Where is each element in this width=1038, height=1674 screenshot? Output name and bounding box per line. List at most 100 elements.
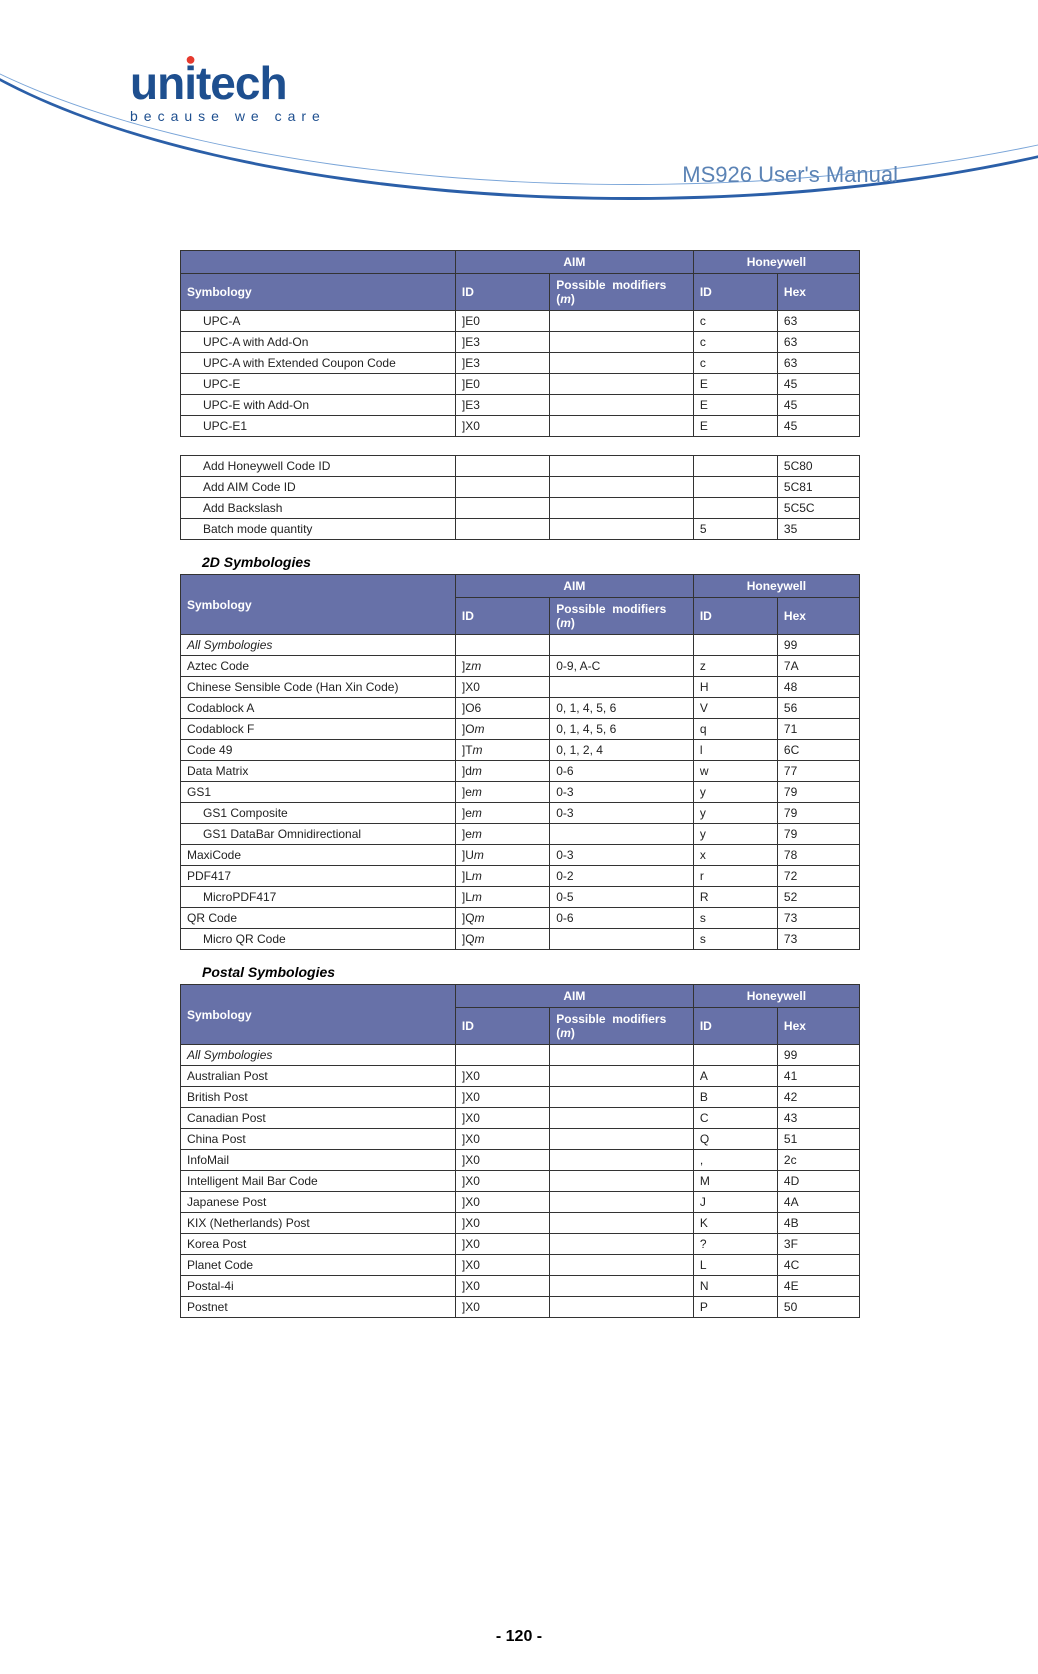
section-postal-title: Postal Symbologies: [202, 964, 860, 980]
cell-symbology: Postal-4i: [181, 1276, 456, 1297]
cell-symbology: Add Honeywell Code ID: [181, 456, 456, 477]
cell-modifiers: [550, 1192, 694, 1213]
th-modifiers: Possible modifiers (m): [550, 274, 694, 311]
cell-aim-id: [455, 456, 549, 477]
cell-symbology: Intelligent Mail Bar Code: [181, 1171, 456, 1192]
cell-symbology: UPC-E1: [181, 416, 456, 437]
cell-hex: 35: [777, 519, 859, 540]
th-hid: ID: [693, 598, 777, 635]
cell-symbology: Data Matrix: [181, 761, 456, 782]
cell-aim-id: ]X0: [455, 1150, 549, 1171]
cell-aim-id: ]Om: [455, 719, 549, 740]
th-hex: Hex: [777, 598, 859, 635]
th-modifiers: Possible modifiers (m): [550, 598, 694, 635]
cell-modifiers: 0-6: [550, 908, 694, 929]
table-row: InfoMail]X0,2c: [181, 1150, 860, 1171]
cell-honeywell-id: c: [693, 311, 777, 332]
page-number: - 120 -: [0, 1628, 1038, 1646]
cell-honeywell-id: Q: [693, 1129, 777, 1150]
th-id: ID: [455, 274, 549, 311]
cell-hex: 71: [777, 719, 859, 740]
cell-aim-id: [455, 477, 549, 498]
table-row: Add Backslash 5C5C: [181, 498, 860, 519]
th-symbology: Symbology: [181, 274, 456, 311]
cell-modifiers: [550, 311, 694, 332]
page-content: AIM Honeywell Symbology ID Possible modi…: [180, 250, 860, 1318]
th-symbology: Symbology: [181, 985, 456, 1045]
cell-aim-id: ]X0: [455, 1297, 549, 1318]
cell-aim-id: ]em: [455, 782, 549, 803]
th-hid: ID: [693, 1008, 777, 1045]
table-row: Micro QR Code]Qms73: [181, 929, 860, 950]
th-id: ID: [455, 598, 549, 635]
cell-honeywell-id: [693, 1045, 777, 1066]
table-row: Add Honeywell Code ID5C80: [181, 456, 860, 477]
cell-modifiers: [550, 353, 694, 374]
cell-aim-id: [455, 498, 549, 519]
table-row: KIX (Netherlands) Post]X0K4B: [181, 1213, 860, 1234]
cell-modifiers: 0-2: [550, 866, 694, 887]
cell-honeywell-id: l: [693, 740, 777, 761]
th-aim: AIM: [455, 575, 693, 598]
cell-symbology: KIX (Netherlands) Post: [181, 1213, 456, 1234]
table-row: Japanese Post]X0J4A: [181, 1192, 860, 1213]
cell-modifiers: [550, 824, 694, 845]
cell-honeywell-id: E: [693, 374, 777, 395]
cell-hex: 73: [777, 908, 859, 929]
cell-aim-id: ]X0: [455, 416, 549, 437]
cell-modifiers: [550, 332, 694, 353]
table-row: Canadian Post]X0C43: [181, 1108, 860, 1129]
table-row: Intelligent Mail Bar Code]X0M4D: [181, 1171, 860, 1192]
cell-aim-id: ]Qm: [455, 929, 549, 950]
cell-hex: 3F: [777, 1234, 859, 1255]
cell-symbology: Add Backslash: [181, 498, 456, 519]
th-modifiers: Possible modifiers (m): [550, 1008, 694, 1045]
cell-symbology: Add AIM Code ID: [181, 477, 456, 498]
table-row: Codablock A]O60, 1, 4, 5, 6V56: [181, 698, 860, 719]
th-aim: AIM: [455, 985, 693, 1008]
cell-honeywell-id: M: [693, 1171, 777, 1192]
cell-hex: 42: [777, 1087, 859, 1108]
cell-modifiers: 0-5: [550, 887, 694, 908]
cell-aim-id: ]X0: [455, 1087, 549, 1108]
cell-aim-id: ]E0: [455, 311, 549, 332]
cell-modifiers: [550, 1171, 694, 1192]
cell-hex: 63: [777, 353, 859, 374]
cell-honeywell-id: y: [693, 803, 777, 824]
cell-modifiers: 0-3: [550, 845, 694, 866]
cell-symbology: British Post: [181, 1087, 456, 1108]
cell-hex: 63: [777, 311, 859, 332]
th-hex: Hex: [777, 1008, 859, 1045]
cell-hex: 63: [777, 332, 859, 353]
cell-aim-id: ]zm: [455, 656, 549, 677]
cell-honeywell-id: y: [693, 782, 777, 803]
cell-modifiers: [550, 519, 694, 540]
brand-tagline: because we care: [130, 108, 326, 124]
cell-modifiers: [550, 1066, 694, 1087]
cell-modifiers: 0, 1, 4, 5, 6: [550, 719, 694, 740]
cell-hex: 48: [777, 677, 859, 698]
cell-symbology: Australian Post: [181, 1066, 456, 1087]
table-row: Codablock F]Om0, 1, 4, 5, 6q71: [181, 719, 860, 740]
cell-symbology: All Symbologies: [181, 635, 456, 656]
cell-aim-id: ]X0: [455, 677, 549, 698]
table-row: Code 49]Tm0, 1, 2, 4l6C: [181, 740, 860, 761]
cell-honeywell-id: [693, 635, 777, 656]
cell-hex: 50: [777, 1297, 859, 1318]
table-2d-head: Symbology AIM Honeywell ID Possible modi…: [181, 575, 860, 635]
cell-honeywell-id: z: [693, 656, 777, 677]
cell-honeywell-id: B: [693, 1087, 777, 1108]
table-row: UPC-E1]X0E45: [181, 416, 860, 437]
table-upc-head: AIM Honeywell Symbology ID Possible modi…: [181, 251, 860, 311]
cell-symbology: GS1: [181, 782, 456, 803]
cell-symbology: Codablock F: [181, 719, 456, 740]
cell-aim-id: ]Um: [455, 845, 549, 866]
table-row: All Symbologies99: [181, 1045, 860, 1066]
cell-aim-id: ]E3: [455, 353, 549, 374]
cell-symbology: InfoMail: [181, 1150, 456, 1171]
cell-hex: 5C5C: [777, 498, 859, 519]
cell-modifiers: 0-3: [550, 803, 694, 824]
table-row: UPC-A with Extended Coupon Code]E3c63: [181, 353, 860, 374]
cell-modifiers: 0-6: [550, 761, 694, 782]
table-upc-body: UPC-A]E0c63UPC-A with Add-On]E3c63UPC-A …: [181, 311, 860, 437]
